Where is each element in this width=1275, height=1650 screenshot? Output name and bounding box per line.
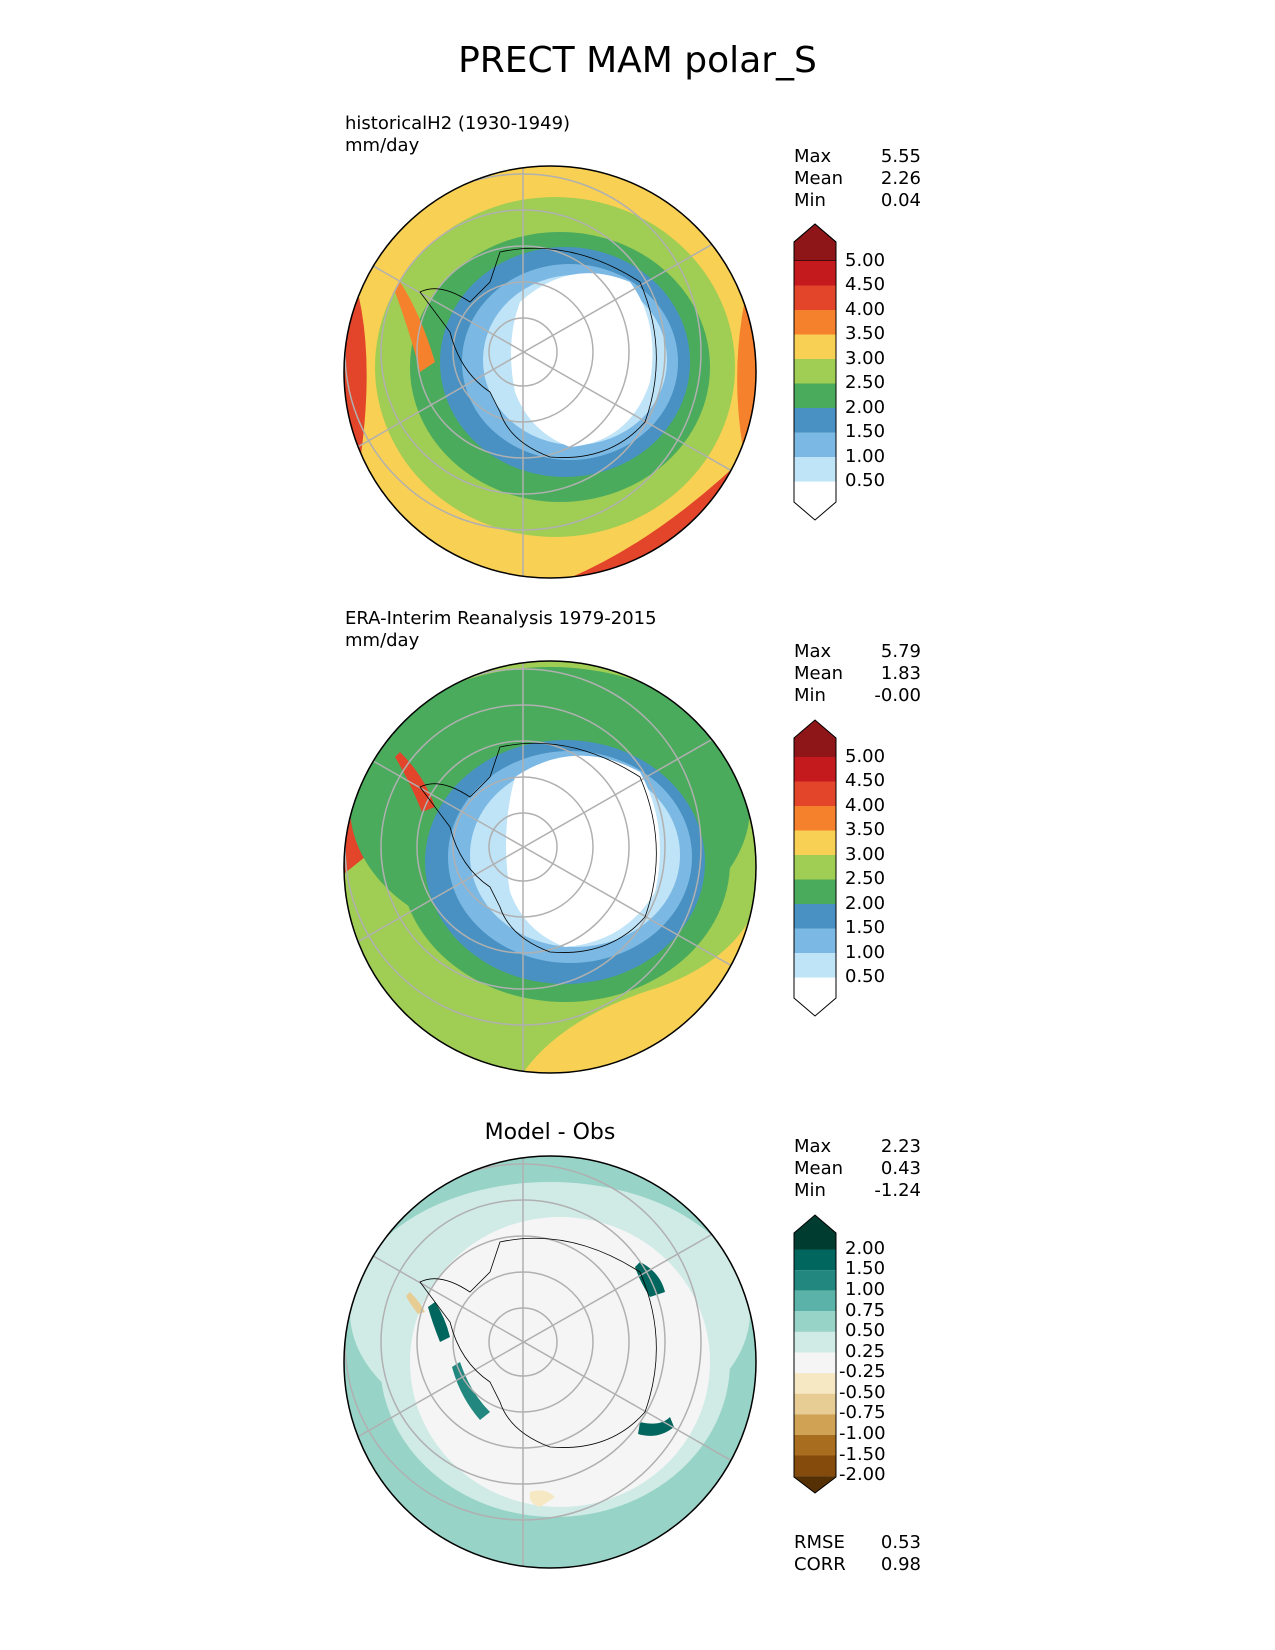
stat-mean-label: Mean: [794, 1158, 844, 1179]
stat-max-value: 5.55: [880, 146, 921, 167]
stat-min-label: Min: [794, 190, 826, 211]
colorbar-tick: 2.50: [845, 372, 886, 393]
stat-max-label: Max: [794, 641, 832, 662]
colorbar-model: [793, 223, 837, 521]
colorbar-tick: 0.50: [845, 470, 886, 491]
graticule: [344, 661, 756, 1073]
stat-mean-value: 0.43: [880, 1158, 921, 1179]
panel-model-units: mm/day: [345, 135, 420, 156]
colorbar-tick: -1.50: [839, 1444, 886, 1465]
panel-model-heading: historicalH2 (1930-1949) mm/day: [345, 113, 570, 157]
panel-diff-title: Model - Obs: [484, 1120, 616, 1145]
colorbar-tick: 5.00: [845, 250, 886, 271]
peninsula-maximum: [395, 282, 435, 372]
graticule: [344, 1156, 756, 1568]
colorbar-tick: 2.00: [845, 1238, 886, 1259]
colorbar-tick: 4.50: [845, 770, 886, 791]
colorbar-tick: -0.25: [839, 1361, 886, 1382]
map-boundary: [343, 660, 757, 1074]
colorbar-tick: 3.50: [845, 323, 886, 344]
metric-rmse-label: RMSE: [794, 1532, 845, 1553]
panel-obs-heading: ERA-Interim Reanalysis 1979-2015 mm/day: [345, 608, 657, 652]
stat-mean-label: Mean: [794, 663, 844, 684]
colorbar-obs: [793, 719, 837, 1017]
stat-mean-value: 2.26: [880, 168, 921, 189]
diff-negative-patch: [406, 1292, 425, 1314]
colorbar-tick: 0.75: [845, 1300, 886, 1321]
antarctic-coastline: [419, 247, 657, 458]
colorbar-tick: 1.50: [845, 1258, 886, 1279]
colorbar-tick: 1.00: [845, 446, 886, 467]
metric-rmse-value: 0.53: [880, 1532, 921, 1553]
colorbar-diff: [793, 1214, 837, 1494]
panel-model-run-label: historicalH2 (1930-1949): [345, 113, 571, 134]
colorbar-tick: 1.50: [845, 917, 886, 938]
panel-obs-map: [343, 660, 757, 1074]
colorbar-tick: 3.50: [845, 819, 886, 840]
stat-min-value: -0.00: [874, 685, 921, 706]
antarctic-coastline: [419, 742, 657, 953]
colorbar-tick: 1.00: [845, 1279, 886, 1300]
stat-min-value: 0.04: [880, 190, 921, 211]
colorbar-tick: 1.50: [845, 421, 886, 442]
precip-field-below-0.5: [506, 755, 660, 947]
map-boundary: [343, 1155, 757, 1569]
figure-title: PRECT MAM polar_S: [458, 40, 817, 81]
metric-corr-label: CORR: [794, 1554, 846, 1575]
colorbar-tick: 4.00: [845, 299, 886, 320]
stat-max-label: Max: [794, 1136, 832, 1157]
colorbar-tick: 2.00: [845, 893, 886, 914]
panel-obs-dataset-label: ERA-Interim Reanalysis 1979-2015: [345, 608, 657, 629]
stat-max-value: 2.23: [880, 1136, 921, 1157]
panel-obs-units: mm/day: [345, 630, 420, 651]
stat-mean-value: 1.83: [880, 663, 921, 684]
antarctic-coastline: [419, 1237, 657, 1448]
stat-min-value: -1.24: [874, 1180, 921, 1201]
colorbar-tick: -2.00: [839, 1464, 886, 1485]
stat-min-label: Min: [794, 685, 826, 706]
colorbar-tick: -0.50: [839, 1382, 886, 1403]
diff-peninsula-maximum: [428, 1302, 450, 1342]
stat-min-label: Min: [794, 1180, 826, 1201]
panel-diff-map: [343, 1155, 757, 1569]
precip-field-below-0.5: [511, 273, 653, 447]
colorbar-tick: 0.50: [845, 1320, 886, 1341]
colorbar-tick: 3.00: [845, 844, 886, 865]
colorbar-tick: 3.00: [845, 348, 886, 369]
map-boundary: [343, 165, 757, 579]
metric-corr-value: 0.98: [880, 1554, 921, 1575]
colorbar-tick: 1.00: [845, 942, 886, 963]
diff-east-maximum: [638, 1417, 674, 1436]
colorbar-tick: -0.75: [839, 1402, 886, 1423]
colorbar-tick: -1.00: [839, 1423, 886, 1444]
colorbar-tick: 5.00: [845, 746, 886, 767]
panel-model-map: [343, 165, 757, 579]
colorbar-tick: 0.25: [845, 1341, 886, 1362]
colorbar-tick: 4.50: [845, 274, 886, 295]
colorbar-tick: 2.00: [845, 397, 886, 418]
diff-negative-patch-south: [529, 1490, 555, 1507]
colorbar-tick: 4.00: [845, 795, 886, 816]
stat-max-label: Max: [794, 146, 832, 167]
colorbar-tick: 2.50: [845, 868, 886, 889]
colorbar-tick: 0.50: [845, 966, 886, 987]
stat-mean-label: Mean: [794, 168, 844, 189]
stat-max-value: 5.79: [880, 641, 921, 662]
